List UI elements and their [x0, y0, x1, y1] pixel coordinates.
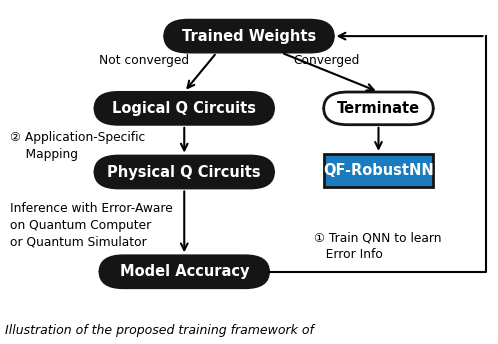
FancyBboxPatch shape [95, 92, 274, 125]
FancyBboxPatch shape [324, 92, 433, 125]
Text: Converged: Converged [293, 54, 360, 67]
FancyBboxPatch shape [100, 255, 269, 288]
Text: Terminate: Terminate [337, 101, 420, 116]
FancyBboxPatch shape [164, 20, 334, 52]
Text: ② Application-Specific
    Mapping: ② Application-Specific Mapping [10, 131, 145, 161]
Text: Not converged: Not converged [100, 54, 189, 67]
Text: QF-RobustNN: QF-RobustNN [323, 163, 434, 178]
Text: Inference with Error-Aware
on Quantum Computer
or Quantum Simulator: Inference with Error-Aware on Quantum Co… [10, 202, 173, 248]
Text: Logical Q Circuits: Logical Q Circuits [112, 101, 256, 116]
FancyBboxPatch shape [324, 154, 433, 186]
Text: Trained Weights: Trained Weights [182, 29, 316, 44]
Text: Illustration of the proposed training framework of: Illustration of the proposed training fr… [5, 324, 314, 337]
Text: ① Train QNN to learn
   Error Info: ① Train QNN to learn Error Info [314, 231, 441, 261]
FancyBboxPatch shape [95, 155, 274, 189]
Text: Model Accuracy: Model Accuracy [120, 264, 249, 279]
Text: Physical Q Circuits: Physical Q Circuits [108, 164, 261, 180]
